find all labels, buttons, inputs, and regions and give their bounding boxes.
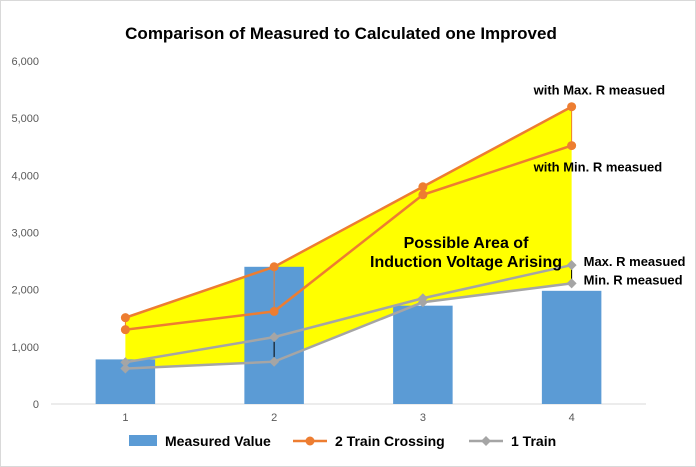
legend-label: Measured Value	[165, 433, 271, 449]
two-train-crossing-point	[120, 313, 130, 323]
legend-swatch-measured-value	[129, 435, 157, 446]
two-train-crossing-point	[418, 182, 428, 192]
y-tick-label: 1,000	[11, 342, 39, 354]
annotation-label: Min. R measued	[584, 272, 683, 287]
legend-marker	[305, 436, 315, 446]
two-train-crossing-point	[567, 141, 577, 151]
y-tick-label: 5,000	[11, 113, 39, 125]
two-train-crossing-point	[269, 262, 279, 272]
annotation-label: Max. R measued	[584, 254, 686, 269]
two-train-crossing-point	[567, 102, 577, 112]
y-tick-label: 3,000	[11, 228, 39, 240]
one-train-point	[269, 332, 280, 343]
legend-label: 2 Train Crossing	[335, 433, 445, 449]
chart-title: Comparison of Measured to Calculated one…	[125, 24, 557, 43]
area-label: Possible Area of	[404, 235, 529, 252]
y-tick-label: 2,000	[11, 285, 39, 297]
legend: Measured Value 2 Train Crossing 1 Train	[129, 433, 556, 449]
x-tick-label: 3	[420, 412, 426, 424]
y-tick-label: 6,000	[11, 56, 39, 68]
one-train-point	[269, 356, 280, 367]
annotation-label: with Max. R measued	[533, 83, 666, 98]
two-train-crossing-line	[124, 105, 573, 319]
x-tick-label: 4	[569, 412, 575, 424]
bar-measured-value	[393, 305, 453, 404]
x-tick-label: 2	[271, 412, 277, 424]
one-train-point	[566, 278, 577, 289]
two-train-crossing-point	[120, 325, 130, 335]
legend-label: 1 Train	[511, 433, 556, 449]
y-tick-label: 0	[33, 399, 39, 411]
possible-area-polygon	[125, 106, 572, 369]
one-train-line	[125, 282, 572, 370]
line-series	[120, 102, 577, 374]
two-train-crossing-point	[269, 306, 279, 316]
y-tick-label: 4,000	[11, 170, 39, 182]
two-train-crossing-point	[418, 190, 428, 200]
one-train-point	[120, 363, 131, 374]
bar-measured-value	[541, 290, 602, 404]
x-tick-label: 1	[122, 412, 128, 424]
annotation-label: with Min. R measued	[533, 160, 663, 175]
annotations: Possible Area of Induction Voltage Arisin…	[370, 83, 686, 288]
one-train-point	[120, 357, 131, 368]
legend-marker	[481, 436, 491, 446]
one-train-point	[417, 297, 428, 308]
two-train-crossing-line	[125, 144, 573, 331]
one-train-point	[566, 260, 577, 271]
area-label: Induction Voltage Arising	[370, 254, 562, 271]
one-train-line	[125, 263, 572, 364]
shaded-area	[125, 106, 572, 369]
